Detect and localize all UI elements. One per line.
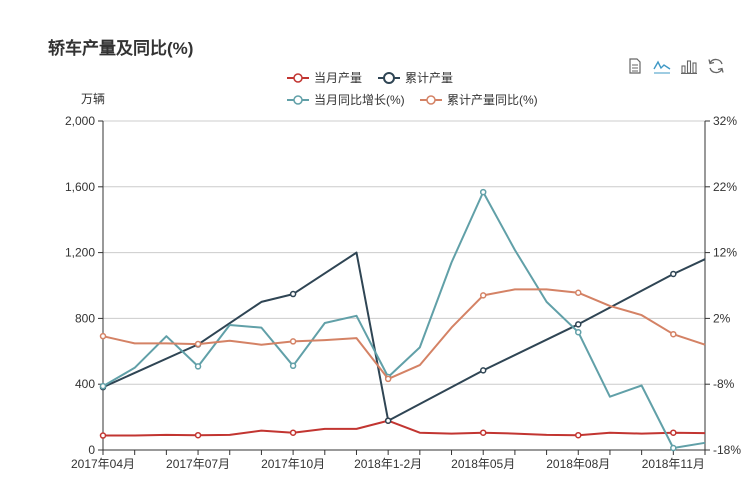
data-point[interactable] [99, 382, 107, 390]
data-point[interactable] [575, 289, 582, 296]
x-tick-label: 2018年05月 [451, 457, 515, 471]
data-point[interactable] [670, 330, 677, 338]
series-line[interactable] [102, 288, 706, 380]
series-line[interactable] [102, 191, 706, 449]
legend-label: 当月同比增长(%) [314, 93, 405, 107]
y-left-tick-label: 2,000 [65, 114, 95, 128]
legend-item[interactable]: 累计产量同比(%) [420, 93, 538, 107]
y-left-tick-label: 1,600 [65, 180, 95, 194]
data-point[interactable] [479, 367, 487, 374]
y-right-tick-label: 2% [713, 311, 731, 325]
chart-title: 轿车产量及同比(%) [48, 39, 194, 58]
data-point[interactable] [479, 429, 487, 436]
y-left-axis-label: 万辆 [81, 92, 105, 106]
data-point[interactable] [479, 188, 487, 196]
data-point[interactable] [575, 328, 582, 336]
data-point[interactable] [479, 292, 487, 299]
series-line[interactable] [103, 419, 706, 437]
legend-label: 累计产量 [405, 71, 453, 85]
series-line[interactable] [102, 251, 706, 422]
x-tick-label: 2017年04月 [71, 457, 135, 471]
line-chart-icon[interactable] [653, 57, 671, 75]
y-left-tick-label: 1,200 [65, 246, 95, 260]
y-right-tick-label: 32% [713, 114, 737, 128]
data-point[interactable] [670, 444, 677, 452]
data-point[interactable] [384, 417, 392, 424]
legend-marker [383, 72, 395, 84]
legend-item[interactable]: 累计产量 [378, 71, 453, 85]
x-tick-label: 2017年07月 [166, 457, 230, 471]
x-tick-label: 2018年1-2月 [354, 457, 422, 471]
legend-label: 累计产量同比(%) [447, 93, 538, 107]
legend-marker [293, 73, 303, 83]
data-point[interactable] [289, 290, 297, 298]
data-point[interactable] [289, 338, 297, 345]
y-left-tick-label: 800 [75, 311, 95, 325]
data-point[interactable] [99, 432, 107, 439]
y-right-tick-label: 12% [713, 246, 737, 260]
x-tick-label: 2018年08月 [546, 457, 610, 471]
series-lines [99, 188, 706, 452]
legend-marker [426, 95, 436, 105]
y-left-tick-label: 0 [88, 443, 95, 457]
data-point[interactable] [194, 363, 202, 370]
legend-marker [293, 95, 303, 105]
data-view-icon[interactable] [626, 57, 644, 75]
axes: 0 -18% 400 -8% 800 2% 1,200 12% 1,600 22% 2,000 32%… [65, 92, 741, 471]
data-point[interactable] [289, 429, 297, 436]
data-point[interactable] [670, 270, 677, 278]
data-point[interactable] [194, 431, 202, 439]
data-point[interactable] [289, 362, 297, 370]
restore-icon[interactable] [707, 57, 725, 75]
data-point[interactable] [575, 431, 582, 439]
legend-label: 当月产量 [314, 71, 362, 85]
x-tick-label: 2018年11月 [642, 457, 705, 471]
data-point[interactable] [575, 321, 582, 328]
data-point[interactable] [194, 340, 202, 348]
legend-item[interactable]: 当月同比增长(%) [287, 93, 405, 107]
y-right-tick-label: -8% [713, 377, 735, 391]
data-point[interactable] [384, 375, 392, 383]
y-right-tick-label: -18% [713, 443, 741, 457]
toolbox [626, 57, 725, 75]
legend-item[interactable]: 当月产量 [287, 71, 362, 85]
data-point[interactable] [99, 332, 107, 340]
data-point[interactable] [670, 429, 677, 436]
bar-chart-icon[interactable] [680, 57, 698, 75]
x-tick-label: 2017年10月 [261, 457, 325, 471]
y-right-tick-label: 22% [713, 180, 737, 194]
y-left-tick-label: 400 [75, 377, 95, 391]
